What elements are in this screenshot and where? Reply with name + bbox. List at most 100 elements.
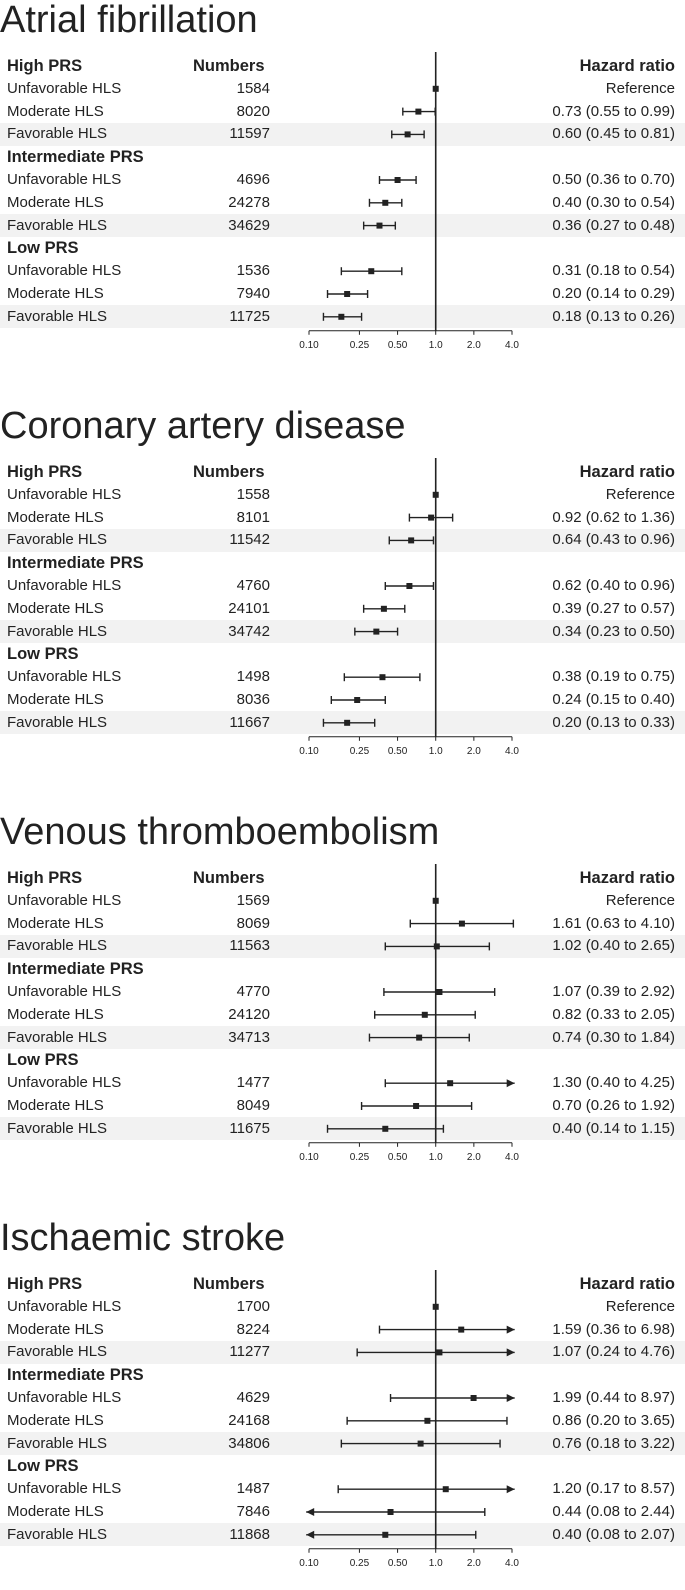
row-number: 4770 xyxy=(236,983,270,1000)
group-heading: High PRS xyxy=(7,869,83,887)
chart-title: Atrial fibrillation xyxy=(0,0,258,41)
forest-panel: Coronary artery disease High PRS Numbers Ha… xyxy=(0,406,685,778)
row-shading xyxy=(0,214,685,238)
row-label: Favorable HLS xyxy=(7,937,108,955)
point-estimate xyxy=(382,1125,389,1132)
row-number: 24120 xyxy=(228,1005,270,1023)
group-heading: Low PRS xyxy=(7,239,79,258)
row-number: 34713 xyxy=(228,1028,270,1046)
group-heading: High PRS xyxy=(7,57,83,75)
x-tick-label: 0.10 xyxy=(299,1152,319,1163)
row-label: Moderate HLS xyxy=(7,691,104,708)
hazard-ratio-text: Reference xyxy=(605,891,675,909)
ci-arrow-right xyxy=(506,1485,515,1494)
row-number: 11563 xyxy=(229,937,270,955)
x-tick-label: 0.50 xyxy=(388,340,408,351)
point-estimate xyxy=(338,313,345,320)
point-estimate xyxy=(470,1395,477,1401)
group-heading: High PRS xyxy=(7,1275,83,1293)
hazard-ratio-text: 0.62 (0.40 to 0.96) xyxy=(552,577,675,594)
point-estimate xyxy=(394,177,401,183)
row-label: Unfavorable HLS xyxy=(7,1297,122,1315)
row-number: 1584 xyxy=(236,79,270,97)
x-tick-label: 0.25 xyxy=(350,340,370,351)
row-label: Unfavorable HLS xyxy=(7,891,122,909)
x-tick-label: 0.10 xyxy=(299,746,319,757)
hazard-ratio-text: 0.82 (0.33 to 2.05) xyxy=(552,1005,675,1023)
point-estimate xyxy=(354,697,361,703)
x-tick-label: 0.25 xyxy=(350,1558,370,1569)
row-number: 11667 xyxy=(229,713,270,731)
row-label: Favorable HLS xyxy=(7,713,108,731)
row-number: 34629 xyxy=(228,216,270,234)
group-heading: Intermediate PRS xyxy=(7,1366,144,1385)
hazard-ratio-text: 0.74 (0.30 to 1.84) xyxy=(552,1028,675,1046)
row-label: Favorable HLS xyxy=(7,622,108,640)
x-tick-label: 1.0 xyxy=(429,1558,443,1569)
row-number: 7940 xyxy=(236,285,270,302)
row-label: Unfavorable HLS xyxy=(7,1480,122,1498)
row-label: Moderate HLS xyxy=(7,1411,104,1429)
row-label: Moderate HLS xyxy=(7,1005,104,1023)
hazard-ratio-text: 0.18 (0.13 to 0.26) xyxy=(552,307,675,325)
numbers-column-header: Numbers xyxy=(193,1275,265,1293)
hazard-ratio-text: 0.24 (0.15 to 0.40) xyxy=(552,691,675,708)
x-tick-label: 0.25 xyxy=(350,746,370,757)
row-label: Moderate HLS xyxy=(7,285,104,302)
row-number: 1487 xyxy=(236,1480,270,1498)
ci-arrow-right xyxy=(506,1348,515,1357)
row-number: 8049 xyxy=(236,1097,270,1114)
row-shading xyxy=(0,528,685,552)
forest-plot-area: 0.10 0.25 0.50 1.0 2.0 4.0 xyxy=(299,1270,519,1569)
row-number: 8020 xyxy=(236,102,270,120)
hazard-ratio-text: Reference xyxy=(605,79,675,97)
row-label: Favorable HLS xyxy=(7,1028,108,1046)
chart-title: Coronary artery disease xyxy=(0,405,406,447)
row-label: Unfavorable HLS xyxy=(7,577,122,594)
group-heading: Low PRS xyxy=(7,1051,79,1070)
point-estimate xyxy=(368,268,375,275)
row-label: Favorable HLS xyxy=(7,1525,108,1543)
row-label: Moderate HLS xyxy=(7,102,104,120)
point-estimate xyxy=(416,1034,423,1041)
chart-title: Ischaemic stroke xyxy=(0,1217,286,1259)
point-estimate xyxy=(447,1080,454,1087)
row-shading xyxy=(0,1026,685,1050)
row-number: 4629 xyxy=(236,1389,270,1406)
row-number: 1498 xyxy=(236,668,270,686)
point-estimate xyxy=(436,1349,443,1356)
x-tick-label: 0.50 xyxy=(388,746,408,757)
numbers-column-header: Numbers xyxy=(193,869,265,887)
point-estimate xyxy=(406,583,413,589)
row-number: 24278 xyxy=(228,193,270,211)
point-estimate xyxy=(413,1103,420,1109)
x-tick-label: 1.0 xyxy=(429,746,443,757)
point-estimate xyxy=(344,719,351,726)
row-label: Favorable HLS xyxy=(7,216,108,234)
ci-arrow-right xyxy=(506,1079,515,1088)
x-tick-label: 4.0 xyxy=(505,1152,519,1163)
hazard-ratio-text: 0.40 (0.08 to 2.07) xyxy=(552,1525,675,1543)
point-estimate xyxy=(458,920,465,927)
x-tick-label: 2.0 xyxy=(467,1558,481,1569)
point-estimate xyxy=(415,108,422,115)
row-number: 1536 xyxy=(236,262,270,280)
x-tick-label: 0.50 xyxy=(388,1152,408,1163)
row-number: 1700 xyxy=(236,1297,270,1315)
hazard-ratio-text: 0.76 (0.18 to 3.22) xyxy=(552,1434,675,1452)
row-number: 34742 xyxy=(228,622,270,640)
row-number: 1569 xyxy=(236,891,270,909)
group-heading: Intermediate PRS xyxy=(7,148,144,167)
hazard-ratio-text: 0.31 (0.18 to 0.54) xyxy=(552,262,675,280)
hazard-ratio-text: 1.02 (0.40 to 2.65) xyxy=(552,937,675,955)
row-shading xyxy=(0,620,685,644)
hazard-ratio-text: Reference xyxy=(605,485,675,503)
row-shading xyxy=(0,934,685,958)
hazard-ratio-text: 0.20 (0.13 to 0.33) xyxy=(552,713,675,731)
hazard-ratio-text: 1.07 (0.39 to 2.92) xyxy=(552,983,675,1000)
row-number: 8224 xyxy=(236,1320,270,1338)
row-number: 24101 xyxy=(228,599,270,617)
x-tick-label: 0.10 xyxy=(299,340,319,351)
row-number: 4696 xyxy=(236,171,270,188)
hazard-ratio-text: 0.39 (0.27 to 0.57) xyxy=(552,599,675,617)
